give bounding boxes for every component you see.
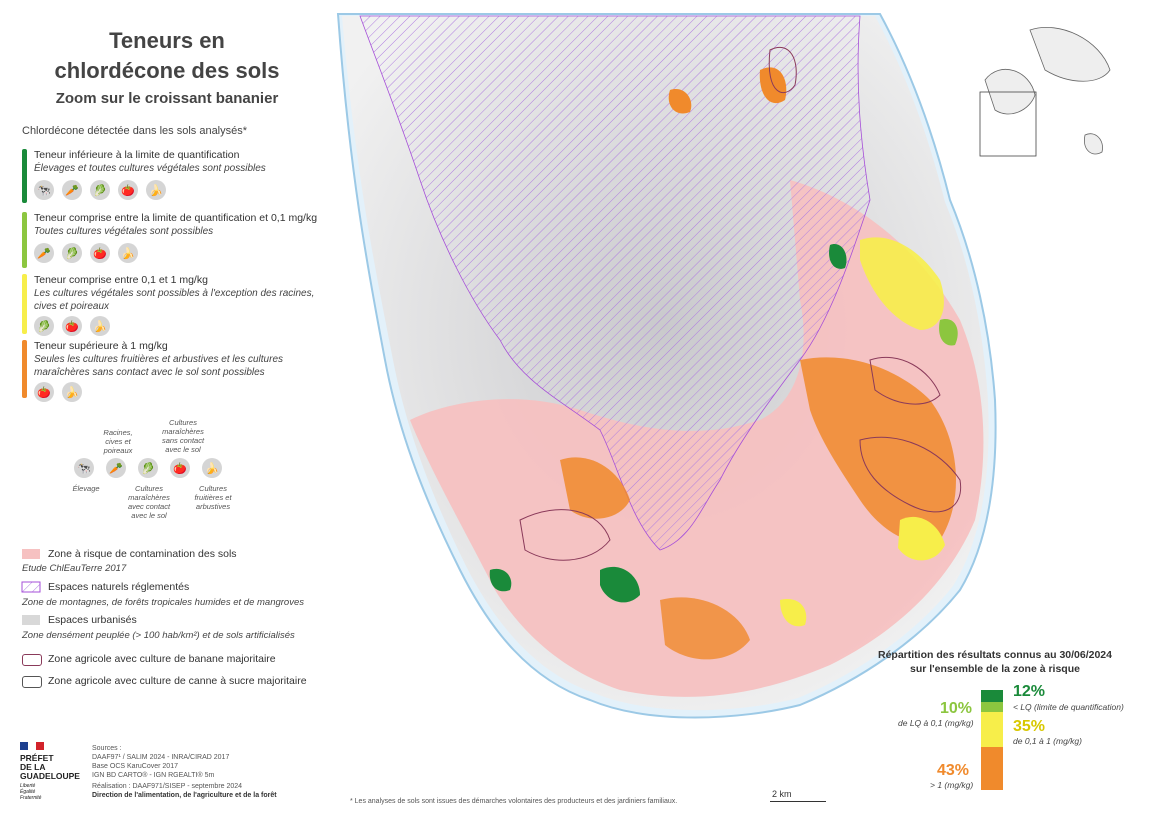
category-desc: Seules les cultures fruitières et arbust… <box>34 354 283 378</box>
inset-locator-map <box>979 27 1111 157</box>
title-line-2: chlordécone des sols <box>54 58 280 83</box>
stats-label-01-to-1: de 0,1 à 1 (mg/kg) <box>1013 736 1082 746</box>
zone-label: Zone agricole avec culture de canne à su… <box>48 675 307 687</box>
french-flag-logo <box>20 742 44 750</box>
zone-note: Etude ChlEauTerre 2017 <box>22 563 127 574</box>
lettuce-icon: 🥬 <box>138 458 158 478</box>
sources-block: Sources : DAAF97¹ / SALIM 2024 - INRA/CI… <box>92 745 277 799</box>
stats-segment-01-to-1 <box>981 712 1003 747</box>
scale-label: 2 km <box>772 789 792 799</box>
banana-icon: 🍌 <box>90 316 110 336</box>
legend-category-below-lq: Teneur inférieure à la limite de quantif… <box>22 149 322 207</box>
banana-icon: 🍌 <box>62 382 82 402</box>
category-label: Teneur comprise entre la limite de quant… <box>34 212 318 224</box>
tomato-icon: 🍅 <box>62 316 82 336</box>
icon-key-maraicheres-sans-contact: Cultures maraîchères sans contact avec l… <box>161 418 205 454</box>
icon-key-maraicheres-contact: Cultures maraîchères avec contact avec l… <box>127 484 171 520</box>
stats-label-above-1: > 1 (mg/kg) <box>930 780 974 790</box>
category-icons: 🐄 🥕 🥬 🍅 🍌 <box>34 180 166 200</box>
legend-category-01-to-1: Teneur comprise entre 0,1 et 1 mg/kg Les… <box>22 274 322 336</box>
stats-label-lq-to-01: de LQ à 0,1 (mg/kg) <box>898 718 974 728</box>
zone-swatch <box>22 549 40 559</box>
zone-swatch-outline <box>22 654 42 666</box>
prefet-logo-text: PRÉFET DE LA GUADELOUPE Liberté Égalité Frat… <box>20 753 80 802</box>
map-title: Teneurs en chlordécone des sols <box>22 26 312 86</box>
root-icon: 🥕 <box>34 243 54 263</box>
category-desc: Élevages et toutes cultures végétales so… <box>34 163 266 174</box>
category-label: Teneur supérieure à 1 mg/kg <box>34 340 168 352</box>
stats-segment-above-1 <box>981 747 1003 790</box>
tomato-icon: 🍅 <box>118 180 138 200</box>
stats-title: Répartition des résultats connus au 30/0… <box>877 649 1112 675</box>
icon-key-fruitieres: Cultures fruitières et arbustives <box>194 484 232 511</box>
zone-label: Espaces urbanisés <box>48 614 137 626</box>
stats-pct-above-1: 43% <box>937 762 970 779</box>
icon-key-row: 🐄 🥕 🥬 🍅 🍌 <box>74 458 222 478</box>
cow-icon: 🐄 <box>74 458 94 478</box>
protected-area <box>359 15 871 551</box>
category-icons: 🥬 🍅 🍌 <box>34 316 110 336</box>
legend-category-lq-to-01: Teneur comprise entre la limite de quant… <box>22 212 322 270</box>
stats-pct-lq-to-01: 10% <box>940 700 973 717</box>
zone-label: Zone agricole avec culture de banane maj… <box>48 653 276 665</box>
footnote: * Les analyses de sols sont issues des d… <box>350 798 678 805</box>
banana-icon: 🍌 <box>118 243 138 263</box>
root-icon: 🥕 <box>106 458 126 478</box>
banana-icon: 🍌 <box>202 458 222 478</box>
tomato-icon: 🍅 <box>170 458 190 478</box>
zone-label: Espaces naturels réglementés <box>48 581 190 593</box>
stats-label-below-lq: < LQ (limite de quantification) <box>1013 702 1124 712</box>
map-subtitle: Zoom sur le croissant bananier <box>55 90 279 107</box>
legend-heading: Chlordécone détectée dans les sols analy… <box>22 125 248 137</box>
lettuce-icon: 🥬 <box>34 316 54 336</box>
zone-note: Zone de montagnes, de forêts tropicales … <box>22 597 304 608</box>
banana-zones <box>519 47 962 561</box>
icon-key-elevage: Élevage <box>72 484 100 493</box>
lettuce-icon: 🥬 <box>90 180 110 200</box>
category-desc: Les cultures végétales sont possibles à … <box>34 288 315 312</box>
category-color-bar <box>22 149 27 203</box>
scale-bar <box>770 801 826 802</box>
lettuce-icon: 🥬 <box>62 243 82 263</box>
legend-category-above-1: Teneur supérieure à 1 mg/kg Seules les c… <box>22 340 322 404</box>
category-label: Teneur inférieure à la limite de quantif… <box>34 149 240 161</box>
stats-pct-01-to-1: 35% <box>1013 718 1046 735</box>
category-desc: Toutes cultures végétales sont possibles <box>34 226 214 237</box>
banana-icon: 🍌 <box>146 180 166 200</box>
zone-label: Zone à risque de contamination des sols <box>48 548 237 560</box>
tomato-icon: 🍅 <box>90 243 110 263</box>
zone-swatch-outline <box>22 676 42 688</box>
icon-key-racines: Racines, cives et poireaux <box>103 428 133 455</box>
category-color-bar <box>22 212 27 268</box>
zone-note: Zone densément peuplée (> 100 hab/km²) e… <box>22 630 295 641</box>
tomato-icon: 🍅 <box>34 382 54 402</box>
category-label: Teneur comprise entre 0,1 et 1 mg/kg <box>34 274 208 286</box>
zone-swatch-hatch <box>21 581 41 593</box>
stats-segment-below-lq <box>981 690 1003 702</box>
cow-icon: 🐄 <box>34 180 54 200</box>
zone-swatch <box>22 615 40 625</box>
category-color-bar <box>22 274 27 334</box>
stats-stacked-bar <box>981 690 1003 790</box>
title-line-1: Teneurs en <box>109 28 225 53</box>
root-icon: 🥕 <box>62 180 82 200</box>
category-color-bar <box>22 340 27 398</box>
category-icons: 🍅 🍌 <box>34 382 82 402</box>
stats-segment-lq-to-01 <box>981 702 1003 712</box>
category-icons: 🥕 🥬 🍅 🍌 <box>34 243 138 263</box>
stats-pct-below-lq: 12% <box>1013 683 1046 700</box>
